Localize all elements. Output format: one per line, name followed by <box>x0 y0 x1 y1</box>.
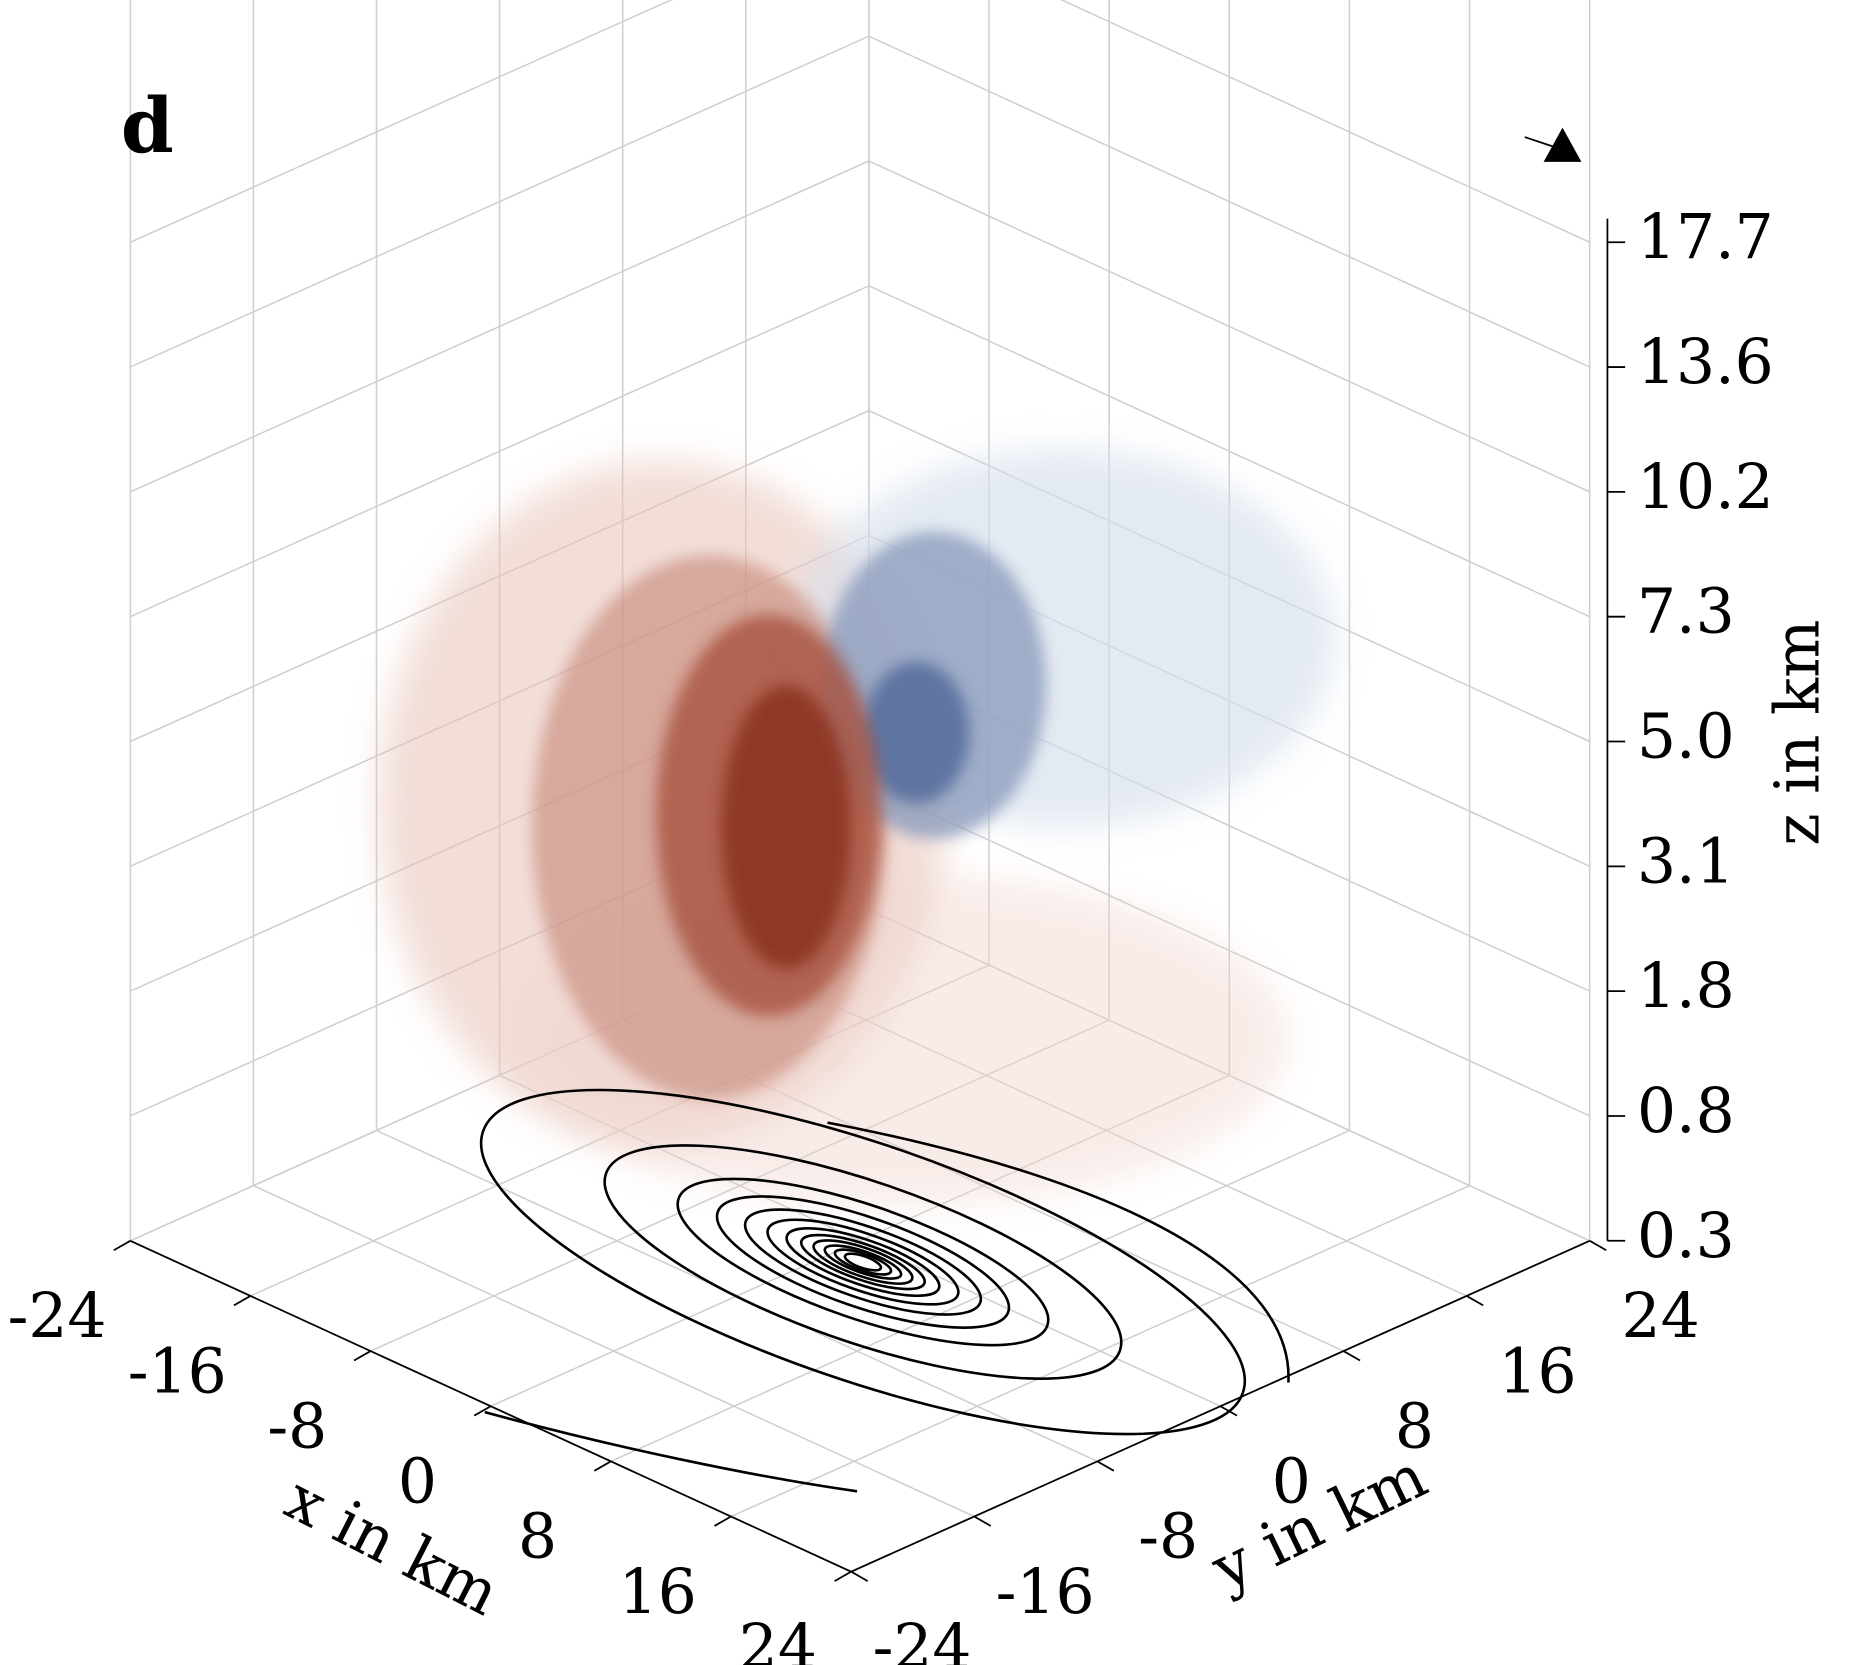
y-tick-label: 0 <box>1272 1447 1311 1518</box>
x-tick <box>593 1460 612 1472</box>
z-tick-label: 0.8 <box>1637 1076 1735 1147</box>
z-tick-label: 0.3 <box>1637 1201 1735 1272</box>
z-tick-label: 7.3 <box>1637 577 1735 648</box>
x-tick-label: 24 <box>739 1612 817 1665</box>
y-tick <box>1219 1405 1238 1417</box>
contour <box>843 1252 883 1272</box>
x-tick <box>233 1295 251 1307</box>
red-core <box>721 685 852 969</box>
y-tick-label: 24 <box>1622 1281 1700 1352</box>
z-tick-label: 3.1 <box>1637 826 1735 897</box>
grid-line <box>130 35 1591 368</box>
y-tick-label: 8 <box>1395 1391 1434 1462</box>
volume-rendering <box>378 449 1336 1206</box>
x-tick <box>473 1405 492 1417</box>
y-tick-label: -16 <box>996 1557 1095 1628</box>
x-tick-label: 8 <box>518 1502 557 1573</box>
x-tick-label: -8 <box>267 1391 327 1462</box>
y-axis-title: y in km <box>1200 1441 1437 1605</box>
grid-line <box>130 160 1591 493</box>
x-tick <box>714 1515 732 1527</box>
grid-line <box>130 284 1591 618</box>
y-tick <box>1589 1240 1607 1251</box>
contour <box>676 1177 1050 1347</box>
grid-line <box>253 1184 975 1518</box>
x-tick-label: -24 <box>8 1281 107 1352</box>
contour <box>603 1144 1123 1380</box>
y-tick <box>1096 1460 1115 1472</box>
grid-line <box>130 409 1591 743</box>
x-axis-line <box>129 1239 852 1573</box>
panel-label: d <box>121 81 174 170</box>
contour <box>766 1218 960 1306</box>
y-tick-label: 16 <box>1498 1336 1576 1407</box>
y-tick <box>1343 1350 1361 1362</box>
z-tick-label: 17.7 <box>1637 202 1774 273</box>
surface-contours <box>479 1088 1247 1436</box>
contour <box>479 1088 1247 1436</box>
z-tick-label: 5.0 <box>1637 702 1735 773</box>
orientation-arrow-head <box>1543 127 1582 162</box>
contour <box>833 1248 893 1276</box>
x-tick-label: 16 <box>619 1557 697 1628</box>
x-tick <box>353 1350 372 1362</box>
x-axis-title: x in km <box>274 1463 510 1630</box>
y-axis-line <box>850 1239 1591 1573</box>
contour <box>785 1227 941 1298</box>
z-tick-label: 1.8 <box>1637 951 1735 1022</box>
contour <box>823 1244 903 1280</box>
contour <box>743 1208 983 1316</box>
blue-core <box>862 661 970 804</box>
contour <box>799 1233 926 1291</box>
contour <box>812 1239 914 1285</box>
z-axis-title: z in km <box>1762 620 1833 846</box>
y-tick-label: -24 <box>873 1612 972 1665</box>
contour <box>827 1121 1290 1383</box>
grid-line <box>130 0 1591 243</box>
y-tick <box>850 1570 869 1582</box>
y-tick <box>1466 1295 1484 1307</box>
z-tick-label: 10.2 <box>1637 452 1774 523</box>
y-tick <box>973 1515 992 1527</box>
contour <box>484 1410 858 1493</box>
x-tick <box>113 1240 131 1251</box>
axes: -24 -16 -8 0 8 16 24 -24 -16 -8 0 8 16 24 0.3 0.8 1.8 3.1… <box>8 202 1774 1665</box>
x-tick <box>834 1570 852 1582</box>
z-tick-label: 13.6 <box>1637 327 1774 398</box>
y-tick-label: -8 <box>1138 1502 1198 1573</box>
contour <box>715 1195 1011 1329</box>
x-tick-label: 0 <box>398 1447 437 1518</box>
x-tick-label: -16 <box>128 1336 227 1407</box>
